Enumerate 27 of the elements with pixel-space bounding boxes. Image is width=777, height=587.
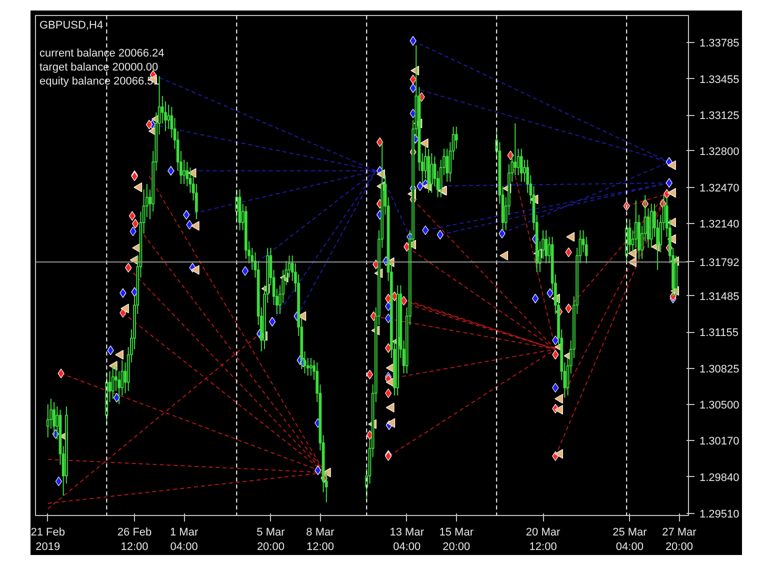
y-tick-label: 1.33455 [700, 74, 740, 86]
x-tick-label: 21 Feb 2019 [30, 526, 66, 553]
chart-title: GBPUSD,H4 [40, 20, 104, 32]
x-tick-label: 5 Mar 20:00 [256, 526, 286, 553]
y-tick-label: 1.29510 [700, 508, 740, 520]
annotation: current balance 20066.24 [40, 48, 164, 60]
y-tick-label: 1.30500 [700, 399, 740, 412]
y-tick-label: 1.31792 [700, 256, 740, 269]
x-tick-label: 1 Mar 04:00 [170, 526, 198, 553]
x-tick-label: 15 Mar 20:00 [439, 526, 474, 553]
y-tick-label: 1.32140 [700, 218, 740, 231]
annotation: target balance 20000.00 [40, 62, 158, 74]
x-tick-label: 8 Mar 12:00 [306, 526, 335, 553]
x-tick-label: 27 Mar 20:00 [662, 526, 697, 553]
y-tick-label: 1.32800 [700, 146, 740, 158]
y-tick-label: 1.30170 [700, 436, 740, 448]
y-tick-label: 1.31485 [700, 290, 740, 303]
x-tick-label: 20 Mar 12:00 [526, 526, 560, 553]
x-tick-label: 13 Mar 04:00 [390, 526, 424, 553]
y-tick-label: 1.32470 [700, 182, 740, 194]
y-tick-label: 1.30825 [700, 363, 740, 376]
x-tick-label: 26 Feb 12:00 [117, 526, 152, 553]
y-tick-label: 1.33125 [700, 110, 740, 122]
y-tick-label: 1.31155 [700, 327, 738, 340]
y-tick-label: 1.29840 [700, 472, 740, 484]
y-tick-label: 1.33785 [700, 37, 740, 50]
x-tick-label: 25 Mar 04:00 [612, 526, 648, 553]
